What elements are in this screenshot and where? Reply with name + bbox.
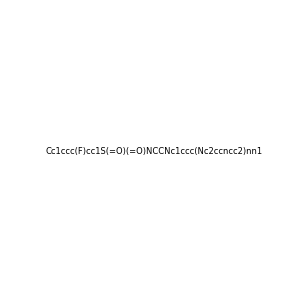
- Text: Cc1ccc(F)cc1S(=O)(=O)NCCNc1ccc(Nc2ccncc2)nn1: Cc1ccc(F)cc1S(=O)(=O)NCCNc1ccc(Nc2ccncc2…: [45, 147, 262, 156]
